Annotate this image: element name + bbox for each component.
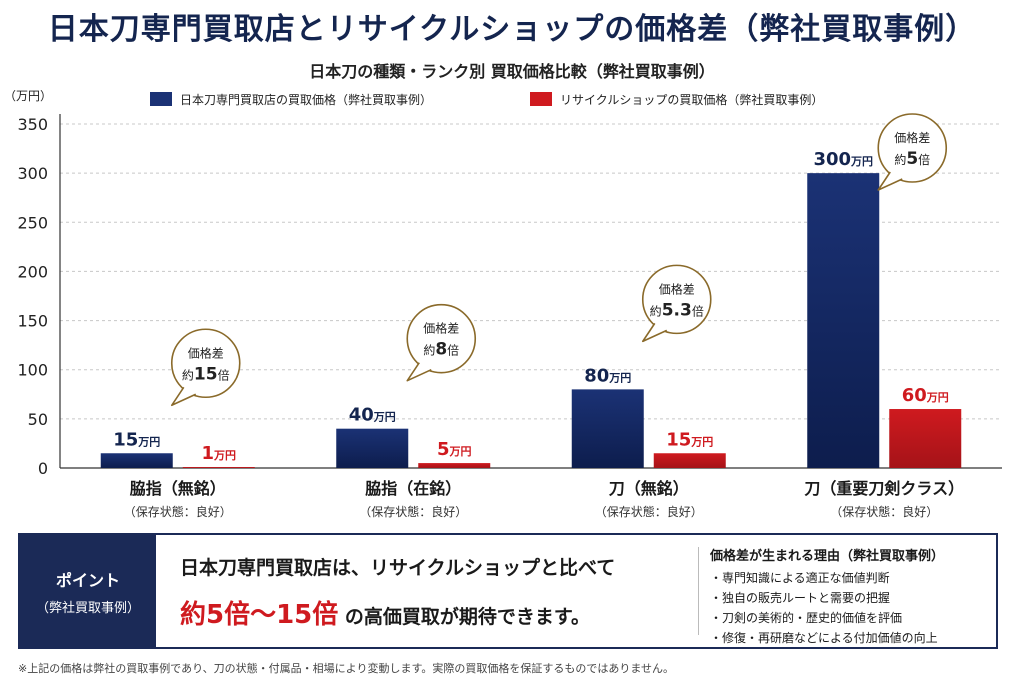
point-label: ポイント: [55, 570, 120, 590]
category-sublabel: （保存状態：良好）: [830, 504, 938, 519]
y-tick-label: 100: [17, 361, 48, 380]
callout-tail: [170, 386, 197, 407]
bar-recycle: [182, 467, 255, 468]
callout-tail: [406, 362, 432, 382]
callout-label: 価格差: [659, 281, 695, 296]
footnote: ※上記の価格は弊社の買取事例であり、刀の状態・付属品・相場により変動します。実際…: [18, 662, 675, 675]
bar-specialist: [807, 173, 880, 468]
point-line2: 約5倍〜15倍 の高価買取が期待できます。: [180, 594, 700, 631]
y-tick-label: 300: [17, 164, 48, 183]
chart-title: 日本刀専門買取店とリサイクルショップの価格差（弊社買取事例）: [47, 12, 977, 47]
point-label-panel: ポイント （弊社買取事例）: [20, 535, 156, 647]
point-highlight: 約5倍〜15倍: [180, 600, 339, 630]
callout-tail: [877, 171, 903, 191]
category-sublabel: （保存状態：良好）: [595, 504, 703, 519]
point-message: 日本刀専門買取店は、リサイクルショップと比べて 約5倍〜15倍 の高価買取が期待…: [180, 553, 700, 631]
callout-bubble: [170, 328, 241, 399]
point-divider: [698, 547, 699, 635]
category-sublabel: （保存状態：良好）: [124, 504, 232, 519]
y-tick-label: 50: [28, 410, 48, 429]
y-tick-label: 250: [17, 213, 48, 232]
callout-tail: [641, 322, 668, 343]
data-label: 1万円: [201, 443, 236, 464]
callout-bubble: [406, 303, 477, 374]
category-label: 脇指（無銘）: [130, 479, 226, 498]
y-tick-label: 0: [38, 459, 48, 478]
callout-ratio: 約8倍: [423, 340, 459, 360]
category-sublabel: （保存状態：良好）: [359, 504, 467, 519]
point-line2-rest: の高価買取が期待できます。: [338, 606, 590, 628]
bar-recycle: [418, 463, 491, 468]
legend-swatch: [150, 92, 172, 106]
y-axis-label: （万円）: [4, 89, 52, 103]
category-label: 刀（重要刀剣クラス）: [804, 479, 964, 498]
callout-bubble: [877, 113, 948, 183]
y-tick-label: 350: [17, 115, 48, 134]
category-label: 刀（無銘）: [609, 479, 689, 498]
bar-recycle: [889, 409, 962, 468]
data-label: 15万円: [113, 429, 160, 450]
data-label: 40万円: [349, 405, 396, 426]
bar-recycle: [653, 453, 726, 468]
y-tick-label: 200: [17, 262, 48, 281]
y-tick-label: 150: [17, 312, 48, 331]
category-label: 脇指（在銘）: [365, 479, 461, 498]
reason-item: ・刀剣の美術的・歴史的価値を評価: [710, 611, 903, 625]
data-label: 80万円: [584, 365, 631, 386]
chart-subtitle: 日本刀の種類・ランク別 買取価格比較（弊社買取事例）: [309, 62, 715, 81]
reason-item: ・専門知識による適正な価値判断: [710, 571, 890, 585]
point-box: ポイント （弊社買取事例） 日本刀専門買取店は、リサイクルショップと比べて 約5…: [18, 533, 998, 649]
bar-specialist: [336, 428, 409, 468]
callout-ratio: 約5.3倍: [650, 300, 704, 320]
callout-ratio: 約15倍: [182, 364, 230, 384]
callout-label: 価格差: [423, 321, 459, 336]
callout-ratio: 約5倍: [894, 149, 930, 169]
reasons-panel: 価格差が生まれる理由（弊社買取事例） ・専門知識による適正な価値判断 ・独自の販…: [710, 545, 990, 648]
point-label-sub: （弊社買取事例）: [35, 600, 140, 616]
bar-chart: （万円） 0 50 100 150 200 250 300 350 日本刀専門買取店の買取価格（弊…: [4, 89, 1002, 519]
callout-label: 価格差: [894, 130, 930, 145]
reason-item: ・修復・再研磨などによる付加価値の向上: [710, 631, 938, 645]
data-label: 60万円: [902, 385, 949, 406]
bar-specialist: [571, 389, 644, 468]
legend-swatch: [530, 92, 552, 106]
legend-label: 日本刀専門買取店の買取価格（弊社買取事例）: [180, 92, 432, 107]
legend-label: リサイクルショップの買取価格（弊社買取事例）: [560, 92, 823, 107]
data-label: 15万円: [666, 429, 713, 450]
callout-bubble: [641, 264, 712, 335]
callout-label: 価格差: [188, 345, 224, 360]
data-label: 300万円: [813, 149, 873, 170]
point-line1: 日本刀専門買取店は、リサイクルショップと比べて: [180, 557, 616, 579]
bar-specialist: [100, 453, 173, 468]
data-label: 5万円: [437, 439, 472, 460]
reason-item: ・独自の販売ルートと需要の把握: [710, 591, 891, 605]
reasons-title: 価格差が生まれる理由（弊社買取事例）: [710, 549, 945, 564]
